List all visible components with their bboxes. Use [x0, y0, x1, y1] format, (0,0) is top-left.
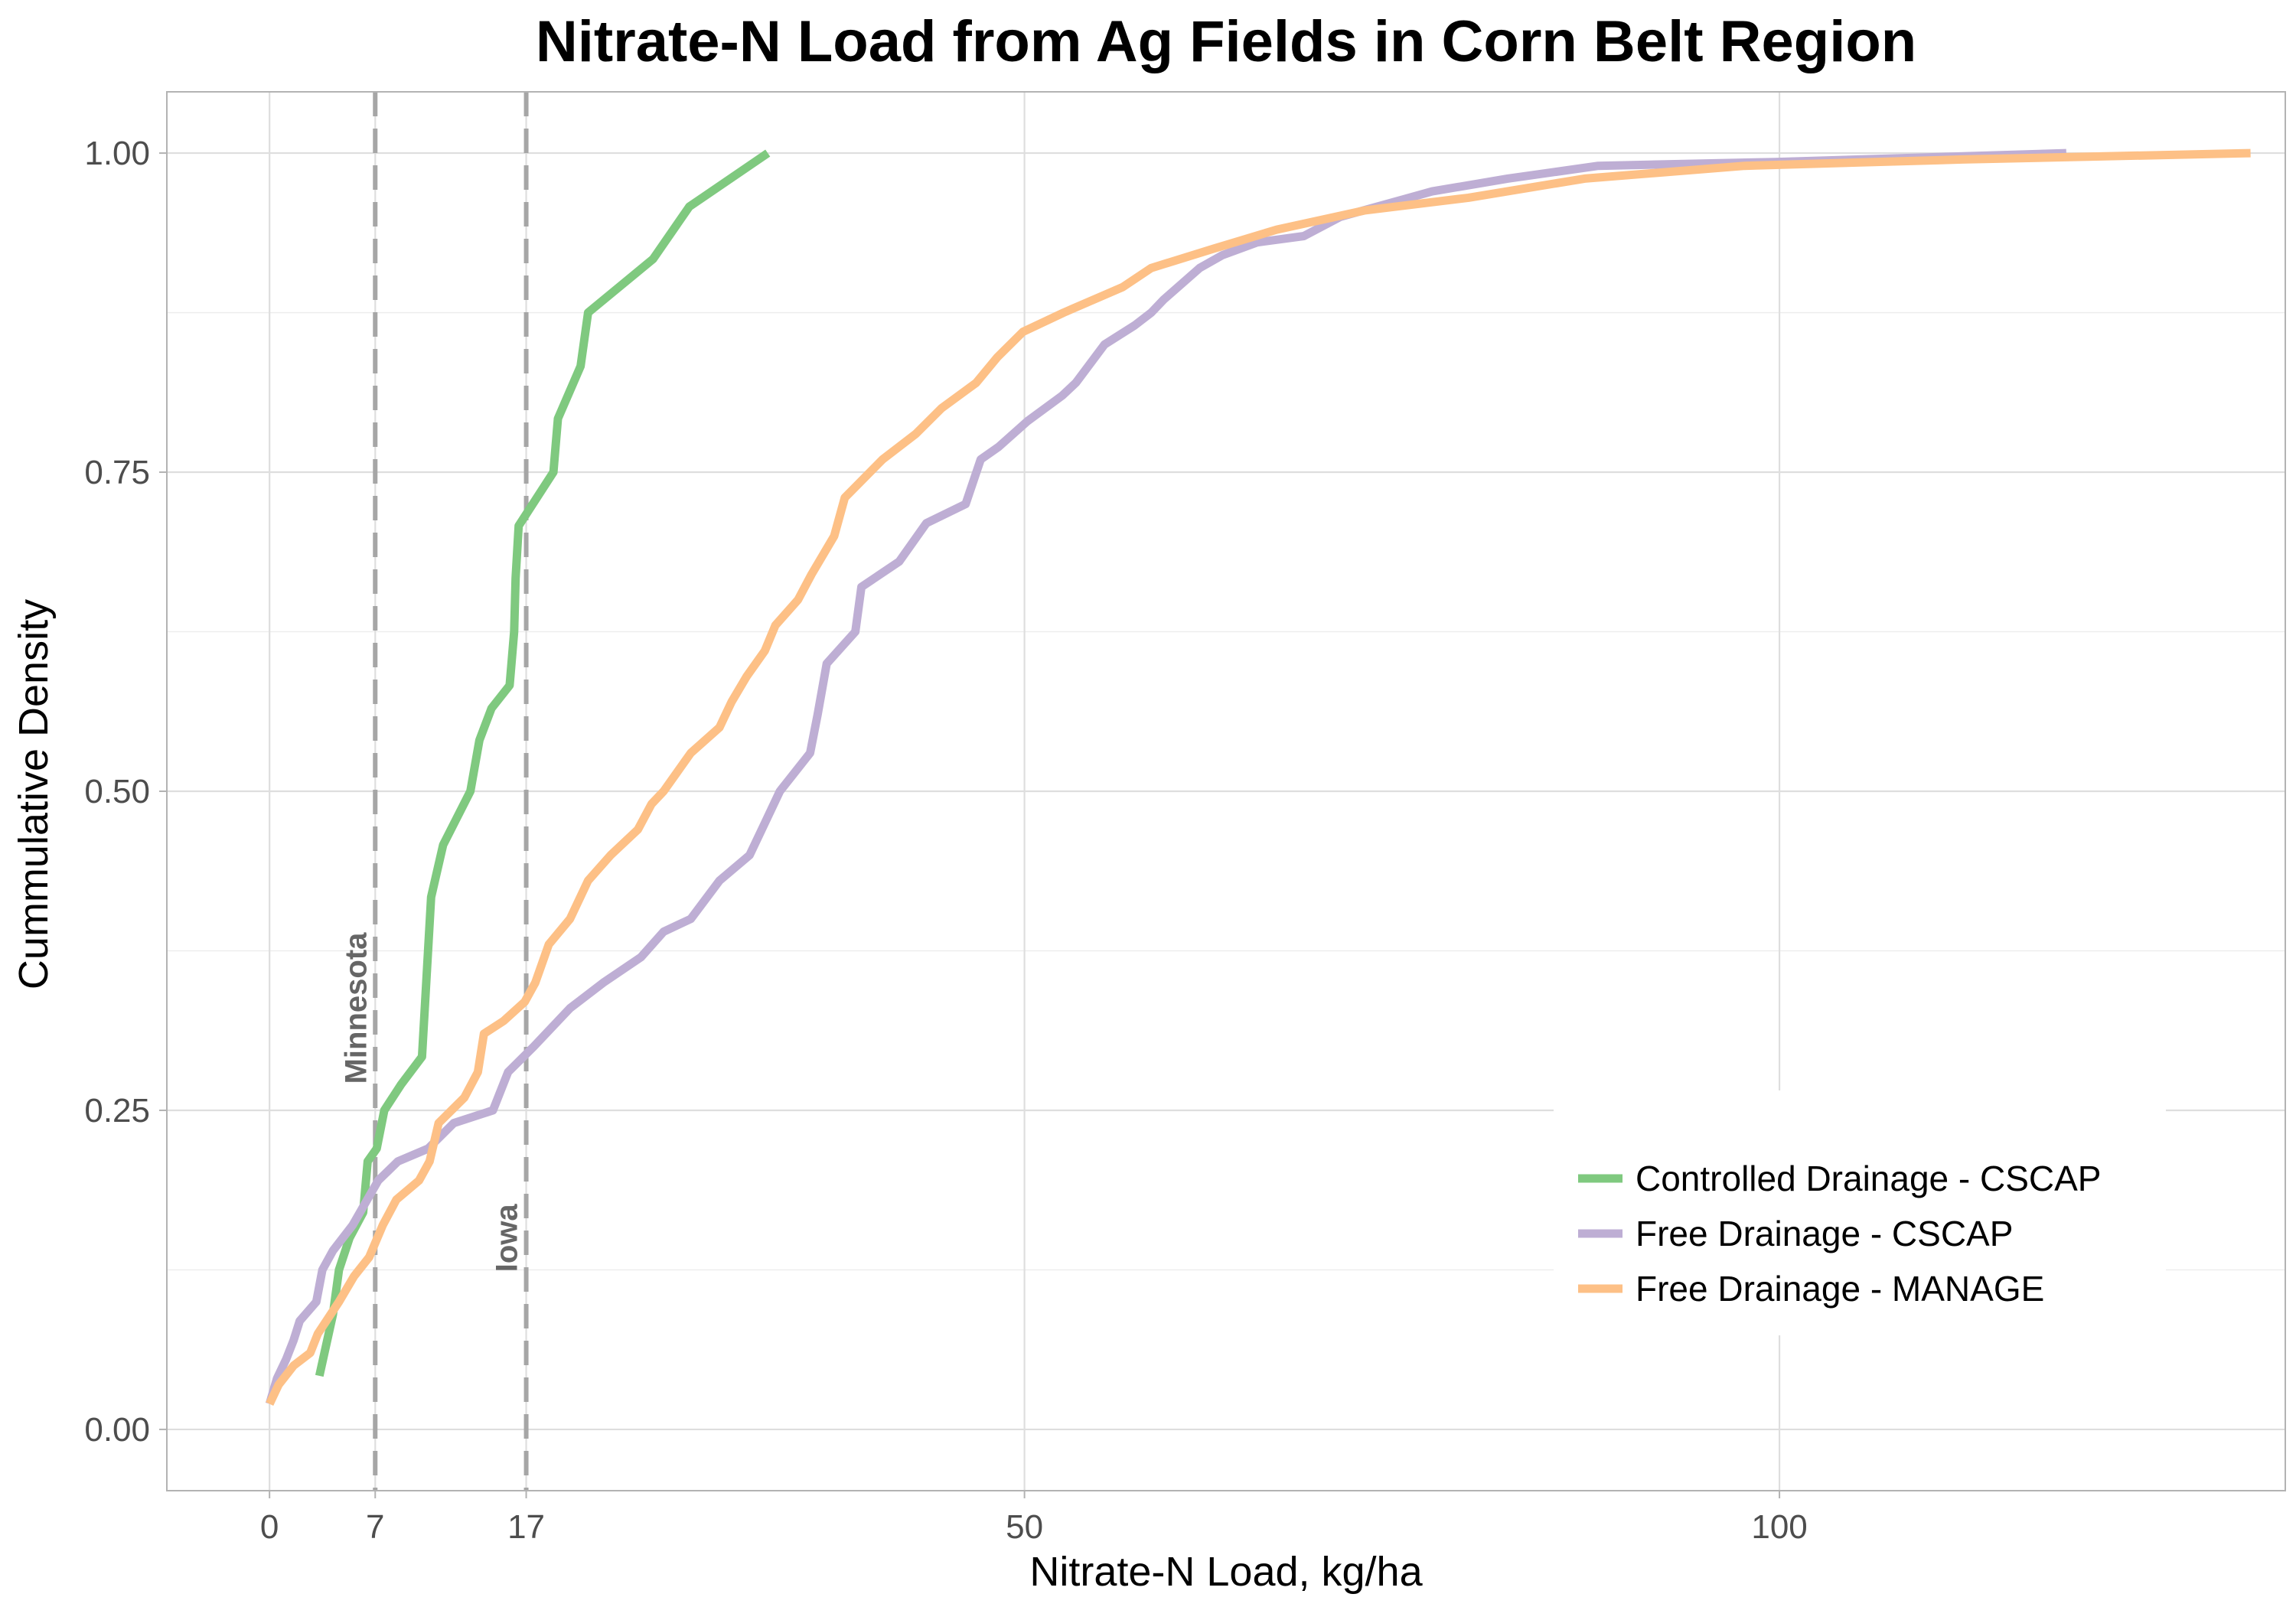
x-tick-label: 0	[260, 1508, 279, 1546]
y-tick-label: 0.00	[84, 1411, 150, 1449]
y-tick-label: 0.50	[84, 773, 150, 810]
chart-title: Nitrate-N Load from Ag Fields in Corn Be…	[536, 9, 1916, 74]
reference-label-1: Minnesota	[339, 932, 373, 1084]
y-axis-ticks: 0.00 0.25 0.50 0.75 1.00	[84, 135, 167, 1449]
x-tick-label: 17	[507, 1508, 545, 1546]
reference-labels: Minnesota Iowa	[339, 932, 523, 1272]
y-tick-label: 1.00	[84, 135, 150, 172]
x-tick-label: 50	[1006, 1508, 1043, 1546]
series-lines	[265, 148, 2251, 1406]
x-tick-label: 100	[1751, 1508, 1807, 1546]
series-line-3	[266, 148, 2251, 1406]
legend-label-3: Free Drainage - MANAGE	[1636, 1269, 2044, 1309]
legend: Controlled Drainage - CSCAP Free Drainage…	[1554, 1090, 2166, 1335]
series-line-2	[265, 148, 2067, 1406]
legend-label-1: Controlled Drainage - CSCAP	[1636, 1159, 2102, 1198]
x-axis-title: Nitrate-N Load, kg/ha	[1029, 1549, 1423, 1595]
series-line-1	[315, 149, 771, 1377]
x-tick-label: 7	[366, 1508, 384, 1546]
reference-label-2: Iowa	[491, 1204, 524, 1273]
legend-label-2: Free Drainage - CSCAP	[1636, 1214, 2013, 1253]
legend-background	[1554, 1090, 2166, 1335]
y-tick-label: 0.25	[84, 1092, 150, 1129]
y-axis-title: Cummulative Density	[11, 599, 57, 989]
reference-lines	[373, 92, 529, 1491]
x-axis-ticks: 0 7 17 50 100	[260, 1491, 1808, 1546]
y-tick-label: 0.75	[84, 454, 150, 491]
